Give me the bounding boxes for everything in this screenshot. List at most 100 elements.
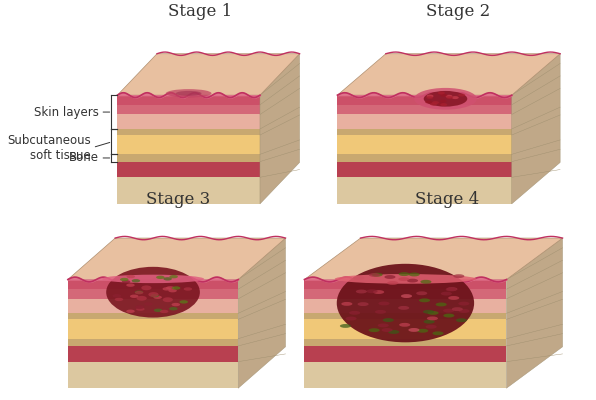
Ellipse shape [169,275,178,278]
Text: Stage 4: Stage 4 [415,191,480,208]
Polygon shape [337,129,512,135]
Ellipse shape [458,309,470,313]
Polygon shape [337,95,512,105]
Text: Skin layers: Skin layers [34,106,99,118]
Polygon shape [117,114,260,129]
Ellipse shape [437,92,445,95]
Polygon shape [337,154,512,162]
Ellipse shape [367,289,378,293]
Ellipse shape [430,103,437,106]
Polygon shape [68,299,238,313]
Ellipse shape [401,294,412,298]
Ellipse shape [335,274,476,284]
Polygon shape [305,280,507,289]
Polygon shape [305,319,507,339]
Ellipse shape [163,277,172,280]
Ellipse shape [340,324,351,328]
Polygon shape [305,238,563,280]
Ellipse shape [135,290,143,294]
Polygon shape [117,54,300,95]
Polygon shape [68,238,285,280]
Ellipse shape [399,272,409,276]
Ellipse shape [436,302,447,306]
Polygon shape [117,135,260,154]
Ellipse shape [427,316,438,320]
Ellipse shape [433,331,443,335]
Text: Stage 1: Stage 1 [168,2,232,20]
Ellipse shape [378,324,389,327]
Ellipse shape [373,290,384,294]
Ellipse shape [448,296,460,300]
Ellipse shape [120,278,129,281]
Polygon shape [68,362,238,388]
Polygon shape [68,339,238,346]
Ellipse shape [349,311,360,315]
Ellipse shape [443,314,454,318]
Polygon shape [337,114,512,129]
Ellipse shape [342,302,352,306]
Polygon shape [238,238,285,388]
Polygon shape [117,105,260,114]
Ellipse shape [176,91,201,96]
Ellipse shape [153,296,162,299]
Polygon shape [68,313,238,319]
Ellipse shape [427,311,439,315]
Ellipse shape [398,277,409,281]
Ellipse shape [163,297,173,302]
Ellipse shape [136,305,144,309]
Ellipse shape [452,307,463,311]
Ellipse shape [369,273,380,277]
Ellipse shape [407,279,418,282]
Polygon shape [507,238,563,388]
Polygon shape [305,346,507,362]
Ellipse shape [440,94,448,97]
Ellipse shape [135,291,144,294]
Ellipse shape [443,309,454,312]
Ellipse shape [114,298,123,301]
Ellipse shape [113,294,121,298]
Polygon shape [305,362,507,388]
Ellipse shape [441,292,452,296]
Polygon shape [337,135,512,154]
Polygon shape [117,162,260,177]
Ellipse shape [358,302,369,306]
Ellipse shape [454,274,464,278]
Ellipse shape [423,310,434,314]
Ellipse shape [446,287,458,291]
Ellipse shape [144,302,153,306]
Ellipse shape [166,89,212,98]
Ellipse shape [356,290,367,294]
Ellipse shape [420,280,432,284]
Ellipse shape [130,294,138,298]
Ellipse shape [438,92,445,94]
Text: Stage 3: Stage 3 [146,191,210,208]
Ellipse shape [106,267,200,318]
Ellipse shape [458,302,470,306]
Ellipse shape [135,306,144,309]
Ellipse shape [166,286,175,290]
Ellipse shape [156,276,164,279]
Ellipse shape [384,275,396,279]
Polygon shape [68,280,238,289]
Ellipse shape [416,291,427,295]
Ellipse shape [126,310,135,313]
Polygon shape [337,162,512,177]
Ellipse shape [387,281,398,285]
Ellipse shape [424,91,467,107]
Ellipse shape [154,309,162,312]
Ellipse shape [353,276,364,280]
Ellipse shape [440,100,446,103]
Polygon shape [68,289,238,299]
Ellipse shape [446,95,452,98]
Ellipse shape [148,292,159,297]
Ellipse shape [381,328,393,332]
Ellipse shape [446,96,453,99]
Ellipse shape [368,328,380,332]
Polygon shape [117,154,260,162]
Ellipse shape [424,320,434,324]
Ellipse shape [456,318,467,322]
Ellipse shape [378,302,390,305]
Text: Stage 2: Stage 2 [426,2,491,20]
Ellipse shape [160,310,168,313]
Polygon shape [117,177,260,204]
